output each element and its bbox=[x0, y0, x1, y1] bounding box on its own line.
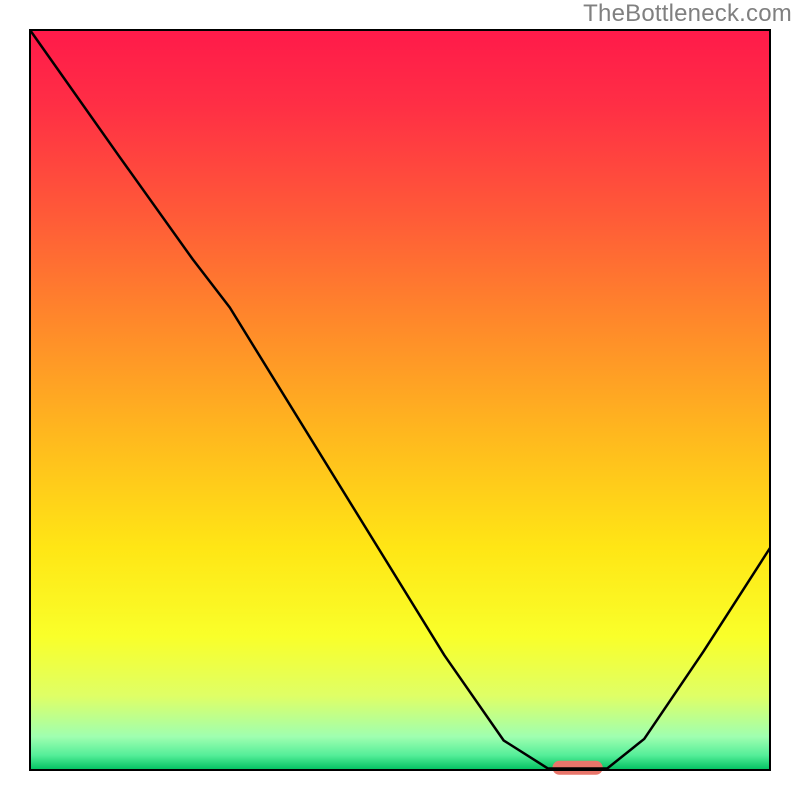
chart-svg bbox=[0, 0, 800, 800]
chart-container: TheBottleneck.com bbox=[0, 0, 800, 800]
gradient-background bbox=[30, 30, 770, 770]
watermark-text: TheBottleneck.com bbox=[583, 0, 792, 28]
